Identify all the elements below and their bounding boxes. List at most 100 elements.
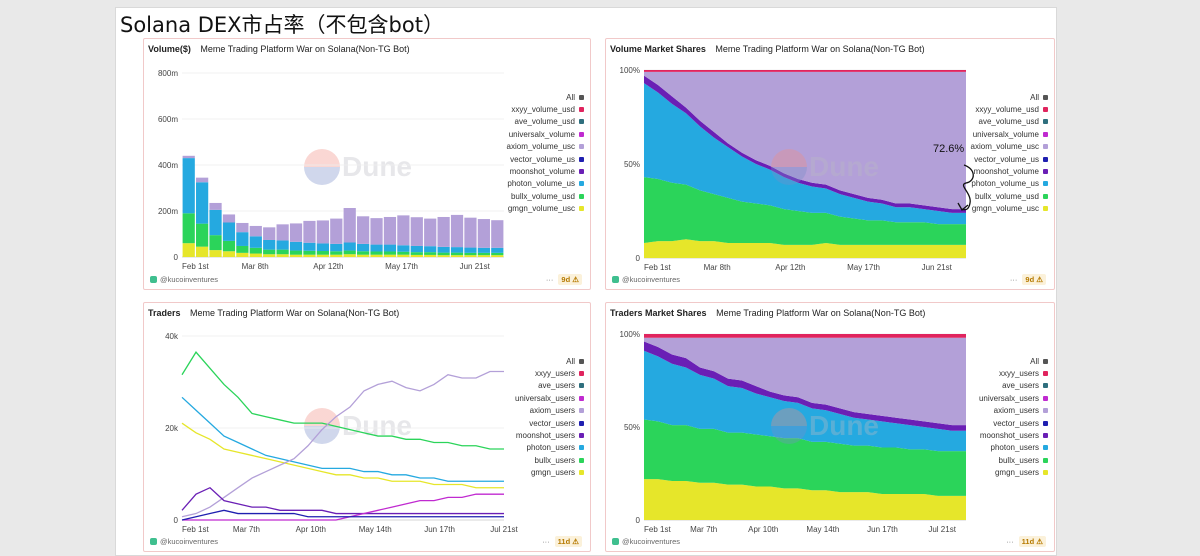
bar-segment[interactable] <box>182 155 195 159</box>
bar-segment[interactable] <box>424 252 437 255</box>
legend-item[interactable]: xxyy_volume_usd <box>464 103 584 115</box>
area-series-bullx_users[interactable] <box>644 419 966 496</box>
legend-item[interactable]: vector_users <box>928 417 1048 429</box>
bar-segment[interactable] <box>383 244 397 252</box>
legend-item[interactable]: moonshot_volume <box>464 165 584 177</box>
bar-segment[interactable] <box>236 222 249 233</box>
bar-segment[interactable] <box>477 255 490 257</box>
legend-item[interactable]: moonshot_users <box>464 429 584 441</box>
bar-segment[interactable] <box>491 252 504 256</box>
legend-item[interactable]: xxyy_users <box>928 367 1048 379</box>
legend-item[interactable]: gmgn_volume_usc <box>464 203 584 215</box>
bar-segment[interactable] <box>182 243 195 257</box>
legend-item[interactable]: axiom_volume_usc <box>928 141 1048 153</box>
legend-item[interactable]: All <box>928 355 1048 367</box>
legend-item[interactable]: axiom_users <box>928 405 1048 417</box>
bar-segment[interactable] <box>424 254 437 257</box>
legend-item[interactable]: universalx_users <box>464 392 584 404</box>
area-series-xxyy_users[interactable] <box>644 334 966 338</box>
legend-item[interactable]: vector_users <box>464 417 584 429</box>
bar-segment[interactable] <box>464 252 477 256</box>
author[interactable]: @kucoinventures <box>150 275 218 284</box>
bar-segment[interactable] <box>370 254 383 257</box>
bar-segment[interactable] <box>196 182 209 224</box>
legend-item[interactable]: bullx_volume_usd <box>928 190 1048 202</box>
bar-segment[interactable] <box>196 177 209 183</box>
legend-item[interactable]: ave_users <box>464 380 584 392</box>
bar-segment[interactable] <box>222 251 236 257</box>
area-series-xxyy_volume_usd[interactable] <box>644 70 966 72</box>
bar-segment[interactable] <box>236 232 249 246</box>
legend-item[interactable]: ave_volume_usd <box>464 116 584 128</box>
legend-item[interactable]: universalx_users <box>928 392 1048 404</box>
bar-segment[interactable] <box>316 243 329 252</box>
bar-segment[interactable] <box>477 219 490 248</box>
legend-item[interactable]: All <box>464 91 584 103</box>
author[interactable]: @kucoinventures <box>612 275 680 284</box>
bar-segment[interactable] <box>222 214 236 223</box>
bar-segment[interactable] <box>491 220 504 248</box>
bar-segment[interactable] <box>236 252 249 257</box>
bar-segment[interactable] <box>491 247 504 253</box>
bar-segment[interactable] <box>303 220 316 243</box>
legend-item[interactable]: All <box>464 355 584 367</box>
bar-segment[interactable] <box>437 246 450 253</box>
bar-segment[interactable] <box>343 208 356 243</box>
legend-item[interactable]: ave_volume_usd <box>928 116 1048 128</box>
legend-item[interactable]: photon_users <box>464 442 584 454</box>
area-series-gmgn_volume_usc[interactable] <box>644 239 966 258</box>
bar-segment[interactable] <box>249 247 262 254</box>
area-series-axiom_volume_usc[interactable] <box>644 71 966 210</box>
bar-segment[interactable] <box>357 216 370 244</box>
line-series-bullx_users[interactable] <box>181 351 504 450</box>
more-menu-icon[interactable]: ··· <box>545 275 554 284</box>
bar-segment[interactable] <box>437 216 450 247</box>
bar-segment[interactable] <box>316 220 329 244</box>
bar-segment[interactable] <box>330 254 343 257</box>
bar-segment[interactable] <box>410 254 423 257</box>
bar-segment[interactable] <box>289 223 303 242</box>
line-series-universalx_users[interactable] <box>182 493 504 521</box>
bar-segment[interactable] <box>263 254 276 257</box>
bar-segment[interactable] <box>276 254 289 257</box>
legend-item[interactable]: vector_volume_us <box>464 153 584 165</box>
legend-item[interactable]: moonshot_users <box>928 429 1048 441</box>
more-menu-icon[interactable]: ··· <box>1006 537 1014 546</box>
line-series-vector_users[interactable] <box>181 509 504 521</box>
bar-segment[interactable] <box>236 245 249 253</box>
bar-segment[interactable] <box>397 245 410 252</box>
bar-segment[interactable] <box>437 255 450 257</box>
area-series-axiom_users[interactable] <box>644 337 966 426</box>
bar-segment[interactable] <box>397 215 410 246</box>
bar-segment[interactable] <box>303 242 316 251</box>
bar-segment[interactable] <box>276 240 289 250</box>
legend-item[interactable]: xxyy_users <box>464 367 584 379</box>
legend-item[interactable]: vector_volume_us <box>928 153 1048 165</box>
bar-segment[interactable] <box>370 218 383 245</box>
bar-segment[interactable] <box>222 222 236 241</box>
bar-segment[interactable] <box>357 254 370 257</box>
bar-segment[interactable] <box>249 236 262 248</box>
bar-segment[interactable] <box>343 250 356 255</box>
legend-item[interactable]: axiom_users <box>464 405 584 417</box>
line-series-moonshot_users[interactable] <box>181 486 504 515</box>
area-series-photon_users[interactable] <box>644 350 966 452</box>
legend-item[interactable]: universalx_volume <box>464 128 584 140</box>
bar-segment[interactable] <box>450 247 464 253</box>
bar-segment[interactable] <box>263 239 276 250</box>
line-series-photon_users[interactable] <box>181 396 504 482</box>
bar-segment[interactable] <box>209 250 222 257</box>
bar-segment[interactable] <box>450 252 464 256</box>
bar-segment[interactable] <box>464 217 477 248</box>
bar-segment[interactable] <box>397 251 410 255</box>
legend-item[interactable]: xxyy_volume_usd <box>928 103 1048 115</box>
area-series-photon_volume_us[interactable] <box>644 83 966 225</box>
legend-item[interactable]: photon_volume_us <box>464 178 584 190</box>
bar-segment[interactable] <box>182 213 195 244</box>
legend-item[interactable]: gmgn_users <box>464 467 584 479</box>
bar-segment[interactable] <box>316 251 329 255</box>
legend-item[interactable]: photon_volume_us <box>928 178 1048 190</box>
bar-segment[interactable] <box>276 224 289 241</box>
bar-segment[interactable] <box>196 223 209 247</box>
bar-segment[interactable] <box>370 244 383 252</box>
